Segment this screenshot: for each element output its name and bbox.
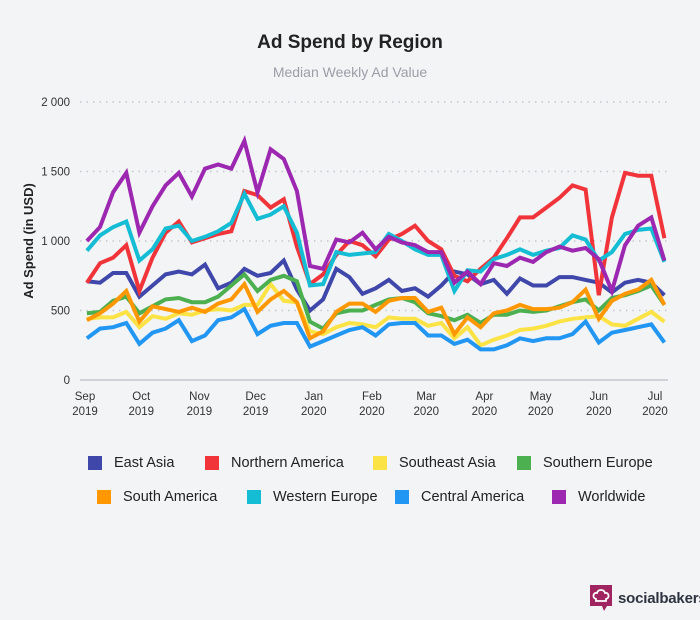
legend-swatch	[97, 490, 111, 504]
series-line-south-america	[85, 276, 667, 342]
x-tick-label: Jul	[648, 391, 663, 403]
x-tick-label: Sep	[75, 391, 95, 403]
legend-label: South America	[123, 489, 218, 505]
legend-label: Worldwide	[578, 489, 646, 505]
legend-item[interactable]: Central America	[395, 489, 524, 505]
x-tick-label: Dec	[245, 391, 266, 403]
x-tick-year-label: 2020	[359, 406, 385, 418]
series-line-southern-europe	[86, 271, 667, 332]
x-tick-label: Jun	[589, 391, 608, 403]
series-line-east-asia	[86, 257, 666, 314]
x-tick-year-label: 2020	[642, 406, 668, 418]
plot-area: 0 500 1 000 1 500 2 000 Sep 2019 Oct 2019 Nov 2019…	[21, 97, 668, 418]
chef-hat-speech-bubble-icon	[590, 585, 612, 611]
legend-item[interactable]: South America	[97, 489, 217, 505]
series-line-western-europe	[85, 189, 667, 296]
x-tick-year-label: 2020	[528, 406, 554, 418]
x-tick-label: May	[530, 391, 552, 403]
x-tick-year-label: 2019	[72, 406, 98, 418]
series-line-worldwide	[85, 135, 667, 298]
chart-subtitle: Median Weekly Ad Value	[272, 64, 428, 80]
socialbakers-logo: socialbakers	[590, 585, 700, 611]
x-tick-label: Oct	[132, 391, 151, 403]
x-tick-label: Nov	[189, 391, 210, 403]
legend-swatch	[88, 456, 102, 470]
chart-title: Ad Spend by Region	[257, 32, 443, 53]
x-tick-year-label: 2019	[187, 406, 213, 418]
x-tick-label: Jan	[304, 391, 323, 403]
x-tick-label: Mar	[416, 391, 436, 403]
x-tick-year-label: 2020	[472, 406, 498, 418]
x-tick-year-label: 2019	[243, 406, 269, 418]
legend-item[interactable]: Western Europe	[247, 489, 378, 505]
x-tick-year-label: 2019	[128, 406, 154, 418]
legend-item[interactable]: Worldwide	[552, 489, 645, 505]
series-line-central-america	[85, 306, 667, 352]
y-tick-label: 1 500	[41, 167, 70, 179]
legend-swatch	[517, 456, 531, 470]
legend-label: Southern Europe	[543, 455, 653, 471]
legend-item[interactable]: East Asia	[88, 455, 174, 471]
legend-item[interactable]: Southern Europe	[517, 455, 653, 471]
y-tick-label: 0	[64, 375, 70, 387]
y-axis-label: Ad Spend (in USD)	[21, 183, 36, 299]
y-tick-label: 1 000	[41, 236, 70, 248]
x-tick-year-label: 2020	[301, 406, 327, 418]
x-tick-year-label: 2020	[413, 406, 439, 418]
legend-swatch	[373, 456, 387, 470]
legend-item[interactable]: Southeast Asia	[373, 455, 496, 471]
x-tick-label: Apr	[475, 391, 493, 403]
legend-item[interactable]: Northern America	[205, 455, 344, 471]
logo-text: socialbakers	[618, 589, 700, 607]
legend-label: Central America	[421, 489, 525, 505]
x-tick-label: Feb	[362, 391, 382, 403]
legend-label: Northern America	[231, 455, 344, 471]
legend-label: Southeast Asia	[399, 455, 496, 471]
legend-label: East Asia	[114, 455, 175, 471]
y-tick-label: 500	[51, 306, 70, 318]
y-tick-label: 2 000	[41, 97, 70, 109]
legend-swatch	[205, 456, 219, 470]
legend-swatch	[552, 490, 566, 504]
x-tick-year-label: 2020	[586, 406, 612, 418]
legend-label: Western Europe	[273, 489, 378, 505]
legend-swatch	[395, 490, 409, 504]
legend-swatch	[247, 490, 261, 504]
series-line-southeast-asia	[86, 280, 666, 348]
